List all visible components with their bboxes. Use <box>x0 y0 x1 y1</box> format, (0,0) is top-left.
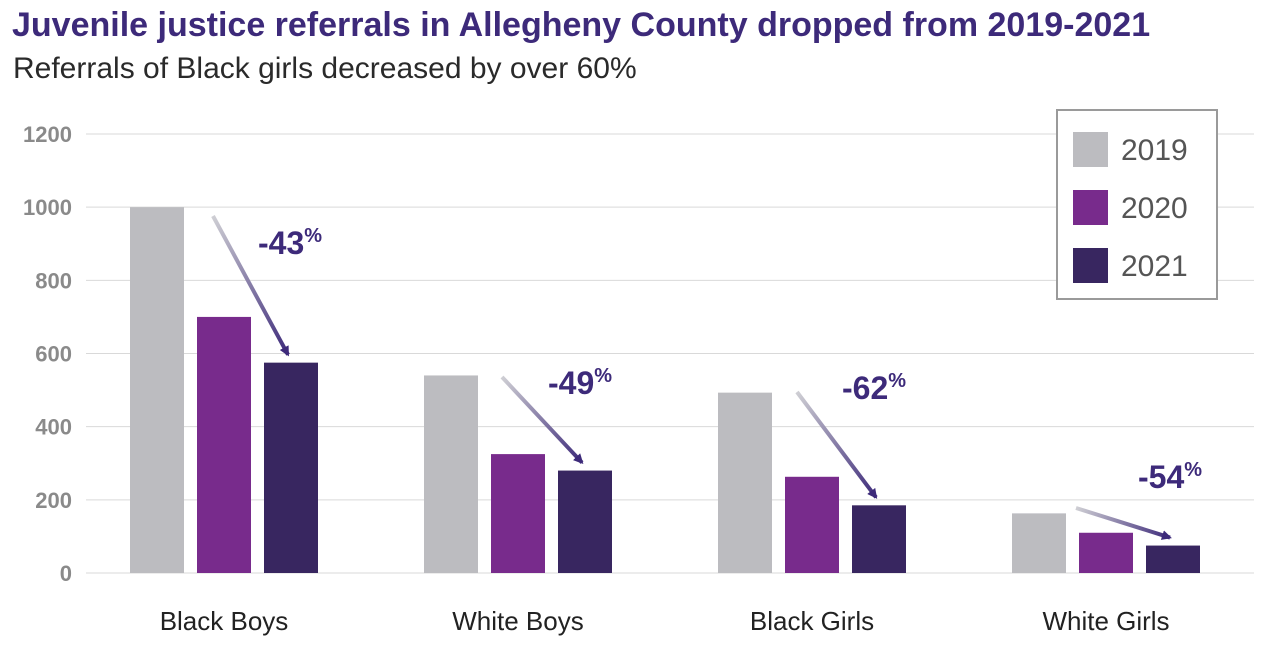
change-label-0: -43% <box>258 225 322 261</box>
y-tick-label-0: 0 <box>60 561 72 586</box>
legend-swatch-2019 <box>1073 132 1108 167</box>
y-tick-label-1000: 1000 <box>23 195 72 220</box>
percent-sign: % <box>304 225 322 247</box>
category-label-black-girls: Black Girls <box>750 606 874 636</box>
legend-label-2020: 2020 <box>1121 192 1188 225</box>
annotations: -43% -49% -62% -54% <box>211 215 1202 540</box>
y-tick-label-200: 200 <box>35 488 72 513</box>
legend-swatch-2020 <box>1073 190 1108 225</box>
legend: 2019 2020 2021 <box>1056 109 1218 300</box>
change-label-2: -62% <box>842 370 906 406</box>
y-axis: 0 200 400 600 800 1000 1200 <box>23 122 72 586</box>
category-label-white-boys: White Boys <box>452 606 584 636</box>
bar-white-boys-2021 <box>558 470 612 573</box>
bar-black-girls-2021 <box>852 505 906 573</box>
chart-subtitle: Referrals of Black girls decreased by ov… <box>13 52 637 85</box>
y-tick-label-600: 600 <box>35 342 72 367</box>
legend-label-2021: 2021 <box>1121 250 1188 283</box>
bar-white-girls-2019 <box>1012 513 1066 573</box>
percent-sign: % <box>1184 459 1202 481</box>
x-axis: Black Boys White Boys Black Girls White Gir… <box>160 606 1170 636</box>
bar-white-boys-2020 <box>491 454 545 573</box>
bar-black-boys-2019 <box>130 207 184 573</box>
bar-black-boys-2021 <box>264 362 318 573</box>
percent-sign: % <box>594 365 612 387</box>
change-label-1: -49% <box>548 365 612 401</box>
bar-white-girls-2020 <box>1079 532 1133 573</box>
category-label-white-girls: White Girls <box>1042 606 1169 636</box>
category-label-black-boys: Black Boys <box>160 606 289 636</box>
y-tick-label-1200: 1200 <box>23 122 72 147</box>
legend-label-2019: 2019 <box>1121 134 1188 167</box>
chart-title: Juvenile justice referrals in Allegheny … <box>12 6 1151 44</box>
change-label-3: -54% <box>1138 459 1202 495</box>
bar-black-girls-2020 <box>785 476 839 573</box>
bar-black-boys-2020 <box>197 316 251 573</box>
change-arrow-2 <box>795 390 878 499</box>
change-arrow-1 <box>500 375 584 465</box>
y-tick-label-800: 800 <box>35 268 72 293</box>
bar-black-girls-2019 <box>718 392 772 573</box>
legend-swatch-2021 <box>1073 248 1108 283</box>
change-arrow-3 <box>1075 506 1172 540</box>
y-tick-label-400: 400 <box>35 415 72 440</box>
bar-white-boys-2019 <box>424 375 478 573</box>
bar-white-girls-2021 <box>1146 545 1200 573</box>
bars <box>130 207 1200 573</box>
change-arrow-0 <box>211 215 290 357</box>
percent-sign: % <box>888 370 906 392</box>
